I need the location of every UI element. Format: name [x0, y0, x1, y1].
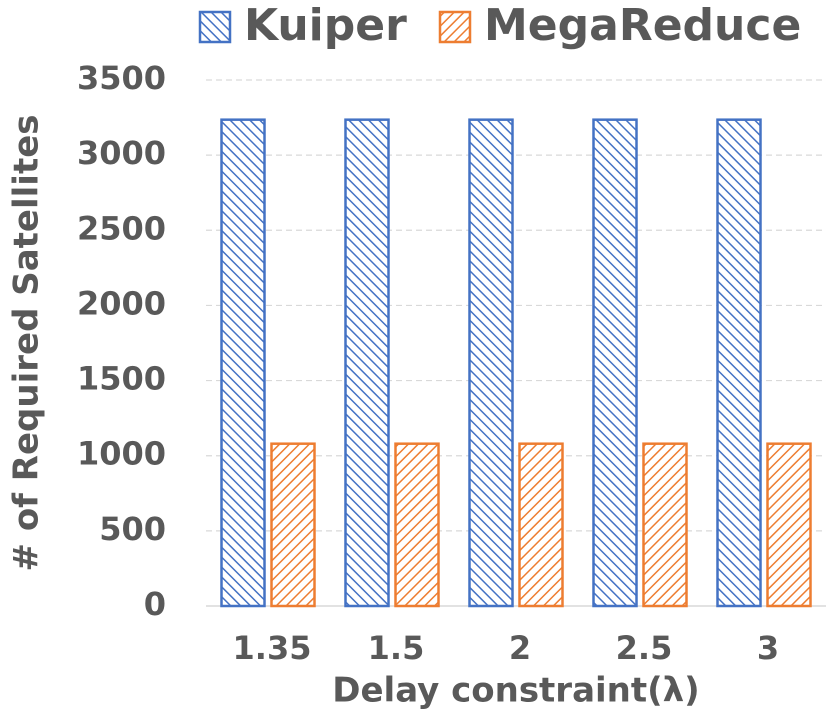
x-tick-label: 3 [757, 629, 779, 667]
legend-label: MegaReduce [484, 0, 801, 51]
bar [344, 118, 390, 608]
y-tick-label: 1000 [77, 435, 166, 473]
bar [642, 442, 688, 608]
y-tick-label: 3000 [77, 134, 166, 172]
bar [518, 442, 564, 608]
legend-swatch [438, 10, 472, 44]
y-tick-label: 1500 [77, 360, 166, 398]
bar [468, 118, 514, 608]
bar [716, 118, 762, 608]
x-axis-title: Delay constraint(λ) [332, 671, 699, 711]
bar [592, 118, 638, 608]
y-tick-label: 3500 [77, 59, 166, 97]
bar [766, 442, 812, 608]
y-tick-label: 500 [99, 510, 166, 548]
y-tick-label: 2500 [77, 209, 166, 247]
x-tick-label: 2.5 [616, 629, 673, 667]
legend-swatch [198, 10, 232, 44]
bar [220, 118, 266, 608]
bar [394, 442, 440, 608]
y-tick-label: 0 [144, 585, 166, 623]
x-tick-label: 1.5 [368, 629, 425, 667]
x-tick-label: 2 [509, 629, 531, 667]
y-axis-title: # of Required Satellites [7, 114, 47, 571]
x-tick-label: 1.35 [233, 629, 312, 667]
bar [270, 442, 316, 608]
y-tick-label: 2000 [77, 284, 166, 322]
legend-label: Kuiper [244, 0, 407, 51]
